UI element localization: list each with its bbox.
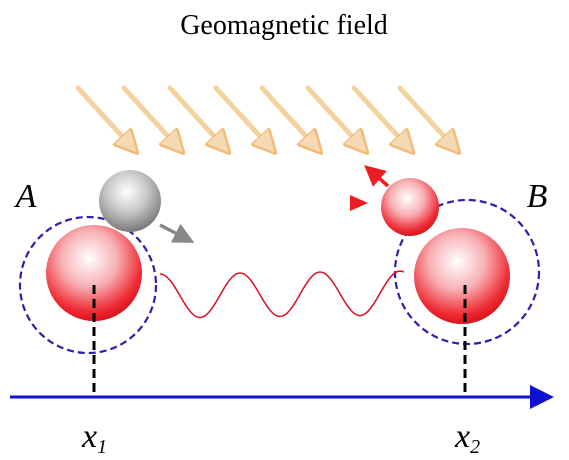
- field-arrow: [121, 85, 176, 145]
- x-label-b: x2: [454, 418, 480, 458]
- wave: [159, 270, 405, 319]
- field-arrows: [75, 85, 452, 145]
- ball-b: [414, 228, 510, 324]
- gray-ball: [99, 170, 161, 232]
- field-arrow: [75, 85, 130, 145]
- field-arrow: [259, 85, 314, 145]
- red-arrow: [364, 165, 390, 188]
- beam-head: [350, 195, 368, 211]
- orbit-a: [18, 215, 158, 355]
- var: x: [81, 418, 97, 455]
- var: x: [454, 418, 470, 455]
- field-arrow: [305, 85, 360, 145]
- field-arrow: [397, 85, 452, 145]
- ball-a: [46, 225, 142, 321]
- gray-arrow: [159, 223, 195, 243]
- label-b: B: [527, 178, 548, 215]
- sub: 2: [470, 436, 480, 458]
- sub: 1: [97, 436, 107, 458]
- field-arrow: [351, 85, 406, 145]
- label-a: A: [14, 178, 37, 215]
- field-arrow: [167, 85, 222, 145]
- small-red-ball: [381, 178, 439, 236]
- field-arrow: [213, 85, 268, 145]
- title: Geomagnetic field: [180, 10, 388, 41]
- x-label-a: x1: [81, 418, 107, 458]
